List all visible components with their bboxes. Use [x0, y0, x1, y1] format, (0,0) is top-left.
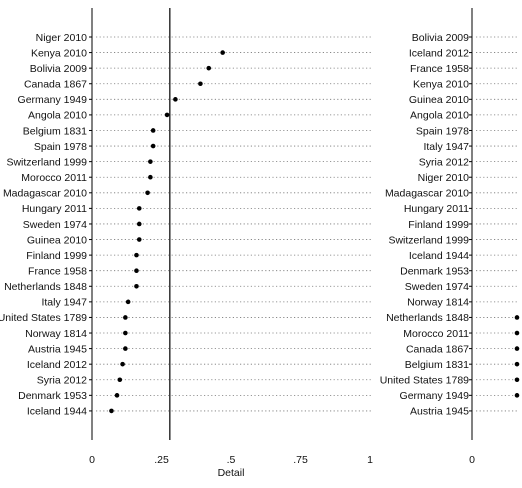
data-point	[164, 112, 170, 118]
x-axis-title: Detail	[218, 467, 245, 479]
category-label: Syria 2012	[419, 156, 469, 168]
x-tick-label: .5	[227, 454, 236, 466]
data-point	[148, 174, 153, 180]
category-label: Iceland 2012	[27, 359, 87, 371]
category-label: Iceland 1944	[409, 250, 469, 262]
category-label: Niger 2010	[36, 32, 88, 44]
category-label: Netherlands 1848	[4, 281, 87, 293]
right-panel: Bolivia 2009 Iceland 2012 France 1958 Kenya…	[380, 8, 520, 466]
category-label: Guinea 2010	[409, 94, 469, 106]
data-point	[150, 128, 156, 133]
data-point	[123, 330, 128, 336]
category-label: Norway 1814	[407, 297, 469, 309]
data-point	[220, 50, 225, 55]
category-label: Switzerland 1999	[6, 156, 87, 168]
data-point	[123, 315, 128, 320]
data-point	[514, 330, 520, 336]
category-label: Angola 2010	[410, 110, 469, 122]
data-point	[514, 315, 520, 320]
category-label: Kenya 2010	[413, 79, 469, 91]
category-label: Netherlands 1848	[386, 312, 469, 324]
category-label: Spain 1978	[34, 141, 87, 153]
category-label: Niger 2010	[418, 172, 470, 184]
category-label: United States 1789	[380, 375, 469, 387]
category-label: Germany 1949	[400, 390, 470, 402]
data-point	[206, 65, 212, 71]
category-label: Austria 1945	[410, 406, 469, 418]
category-label: Iceland 2012	[409, 47, 469, 59]
category-label: Belgium 1831	[405, 359, 469, 371]
category-label: Canada 1867	[406, 343, 469, 355]
category-label: Finland 1999	[26, 250, 87, 262]
data-point	[123, 346, 128, 351]
category-label: Spain 1978	[416, 125, 469, 137]
category-label: Italy 1947	[423, 141, 469, 153]
data-point	[514, 361, 520, 367]
data-point	[125, 299, 131, 305]
category-label: Norway 1814	[25, 328, 87, 340]
category-label: Morocco 2011	[403, 328, 469, 340]
category-label: Germany 1949	[18, 94, 88, 106]
category-label: Iceland 1944	[27, 406, 87, 418]
category-label: Madagascar 2010	[3, 188, 87, 200]
x-tick-label: .25	[154, 454, 169, 466]
category-label: Bolivia 2009	[30, 63, 87, 75]
category-label: Canada 1867	[24, 79, 87, 91]
category-label: Switzerland 1999	[388, 234, 469, 246]
data-point	[114, 393, 120, 398]
category-label: Hungary 2011	[22, 203, 87, 215]
category-label: Denmark 1953	[18, 390, 87, 402]
category-label: Madagascar 2010	[385, 188, 469, 200]
x-tick-label: 1	[367, 454, 373, 466]
data-point	[136, 237, 142, 242]
category-label: Bolivia 2009	[412, 32, 469, 44]
category-label: Italy 1947	[41, 297, 87, 309]
data-point	[109, 408, 114, 414]
data-point	[134, 252, 139, 258]
category-label: Guinea 2010	[27, 234, 87, 246]
x-tick-label: 0	[469, 454, 475, 466]
category-label: Sweden 1974	[405, 281, 469, 293]
category-label: Morocco 2011	[21, 172, 87, 184]
category-label: Austria 1945	[28, 343, 87, 355]
data-point	[150, 143, 156, 149]
category-label: Sweden 1974	[23, 219, 87, 231]
category-label: Finland 1999	[408, 219, 469, 231]
data-point	[173, 97, 178, 102]
data-point	[148, 159, 153, 164]
data-point	[120, 361, 125, 367]
category-label: France 1958	[28, 266, 87, 278]
data-point	[514, 346, 520, 351]
data-point	[136, 206, 142, 211]
x-tick-label: 0	[89, 454, 95, 466]
data-point	[136, 221, 142, 227]
data-point	[117, 377, 123, 383]
data-point	[145, 190, 150, 196]
category-label: Belgium 1831	[23, 125, 87, 137]
category-label: Denmark 1953	[400, 266, 469, 278]
category-label: France 1958	[410, 63, 469, 75]
category-label: Syria 2012	[37, 375, 87, 387]
data-point	[198, 81, 203, 87]
category-label: Kenya 2010	[31, 47, 87, 59]
data-point	[134, 283, 139, 289]
x-tick-label: .75	[293, 454, 308, 466]
category-label: Hungary 2011	[404, 203, 469, 215]
category-label: United States 1789	[0, 312, 87, 324]
left-panel: Niger 2010 Kenya 2010 Bolivia 2009 Canada 1…	[0, 8, 373, 479]
category-label: Angola 2010	[28, 110, 87, 122]
data-point	[514, 377, 520, 383]
data-point	[514, 393, 520, 398]
data-point	[134, 268, 139, 274]
